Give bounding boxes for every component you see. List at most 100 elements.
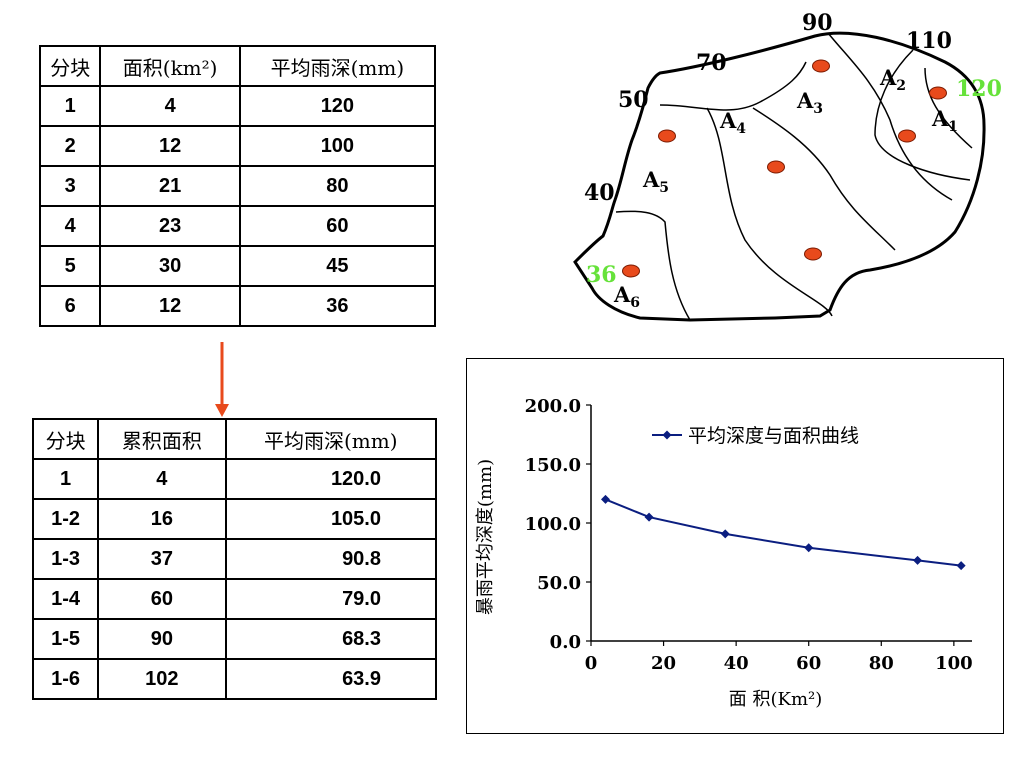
x-tick-label: 20 [651, 653, 676, 674]
y-axis-label: 暴雨平均深度(mm) [475, 459, 496, 615]
isohyet-line [706, 107, 833, 317]
table-cell: 60 [97, 578, 227, 620]
table-cell: 120 [238, 85, 437, 127]
region-label: A5 [642, 167, 669, 196]
table-cell: 36 [238, 285, 437, 327]
table-row: 1 4 120.0 [31, 458, 438, 500]
isohyet-label-highlight: 36 [586, 262, 617, 288]
data-point [804, 543, 814, 553]
column-header: 面积(km²) [99, 45, 241, 87]
table-cell: 1-2 [31, 498, 100, 540]
x-axis-label: 面 积(Km²) [729, 689, 823, 710]
region-label: A1 [931, 106, 958, 135]
isohyet-label: 50 [618, 87, 649, 113]
rain-gauge-station [898, 129, 916, 143]
isohyet-label: 40 [584, 180, 615, 206]
isohyet-line [659, 61, 807, 111]
table-cell: 5 [38, 245, 102, 287]
table-cell: 1-5 [31, 618, 100, 660]
y-tick-label: 200.0 [525, 396, 581, 417]
table-row: 1-2 16 105.0 [31, 498, 438, 540]
table-cell: 100 [238, 125, 437, 167]
column-header: 累积面积 [97, 418, 227, 460]
table-cell: 4 [97, 458, 227, 500]
table-cell: 90 [97, 618, 227, 660]
table-row: 6 12 36 [38, 285, 437, 327]
series-line [605, 498, 962, 567]
isohyet-line [874, 49, 971, 181]
data-point [644, 512, 654, 522]
table-cell: 105.0 [224, 498, 438, 540]
table-row: 2 12 100 [38, 125, 437, 167]
rain-gauge-station [767, 160, 785, 174]
x-tick-label: 80 [869, 653, 894, 674]
table-row: 1-4 60 79.0 [31, 578, 438, 620]
region-label: A2 [879, 65, 906, 94]
table-cell: 12 [99, 285, 241, 327]
table-cell: 30 [99, 245, 241, 287]
isohyet-line [827, 32, 953, 201]
table-cell: 1 [38, 85, 102, 127]
block-area-table: 分块 面积(km²) 平均雨深(mm) 1 4 120 2 12 100 3 2… [38, 45, 437, 327]
isohyet-label: 70 [696, 50, 727, 76]
table-cell: 16 [97, 498, 227, 540]
data-point [601, 494, 611, 504]
table-cell: 68.3 [224, 618, 438, 660]
legend-marker [662, 430, 672, 440]
chart-frame: 0.0 50.0 100.0 150.0 200.0 0 20 40 60 80 100 面 积(Km… [466, 358, 1004, 734]
rain-gauge-station [804, 247, 822, 261]
table-cell: 2 [38, 125, 102, 167]
isohyet-label-highlight: 120 [956, 76, 1002, 102]
rain-gauge-station [622, 264, 640, 278]
table-cell: 1 [31, 458, 100, 500]
x-tick-label: 0 [585, 653, 598, 674]
cumulative-area-table: 分块 累积面积 平均雨深(mm) 1 4 120.0 1-2 16 105.0 … [31, 418, 438, 700]
isohyet-line [615, 210, 691, 321]
region-labels: A1 A2 A3 A4 A5 A6 [613, 65, 958, 311]
table-cell: 4 [38, 205, 102, 247]
rain-gauge-station [658, 129, 676, 143]
y-tick-label: 100.0 [525, 514, 581, 535]
table-cell: 37 [97, 538, 227, 580]
x-tick-label: 40 [724, 653, 749, 674]
region-label: A4 [719, 108, 746, 137]
table-cell: 63.9 [224, 658, 438, 700]
region-label: A6 [613, 282, 640, 311]
data-point [720, 529, 730, 539]
data-point [913, 555, 923, 565]
isohyet-label: 110 [906, 28, 952, 54]
table-cell: 79.0 [224, 578, 438, 620]
y-tick-label: 50.0 [537, 573, 581, 594]
table-cell: 102 [97, 658, 227, 700]
legend-label: 平均深度与面积曲线 [688, 425, 859, 447]
rain-gauge-station [929, 86, 947, 100]
table-row: 3 21 80 [38, 165, 437, 207]
rain-gauge-station [812, 59, 830, 73]
table-cell: 45 [238, 245, 437, 287]
table-cell: 120.0 [224, 458, 438, 500]
region-label: A3 [796, 88, 823, 117]
column-header: 分块 [31, 418, 100, 460]
column-header: 平均雨深(mm) [238, 45, 437, 87]
column-header: 平均雨深(mm) [224, 418, 438, 460]
table-cell: 21 [99, 165, 241, 207]
table-cell: 90.8 [224, 538, 438, 580]
isohyet-line [924, 67, 973, 149]
watershed-boundary [573, 31, 986, 322]
table-row: 5 30 45 [38, 245, 437, 287]
table-cell: 1-4 [31, 578, 100, 620]
table-row: 1-3 37 90.8 [31, 538, 438, 580]
y-tick-label: 0.0 [550, 632, 581, 653]
table-cell: 4 [99, 85, 241, 127]
table-cell: 1-3 [31, 538, 100, 580]
table-cell: 6 [38, 285, 102, 327]
table-cell: 1-6 [31, 658, 100, 700]
table-header-row: 分块 累积面积 平均雨深(mm) [31, 418, 438, 460]
area-depth-chart: 0.0 50.0 100.0 150.0 200.0 0 20 40 60 80 100 面 积(Km… [475, 396, 973, 710]
table-row: 1-6 102 63.9 [31, 658, 438, 700]
table-header-row: 分块 面积(km²) 平均雨深(mm) [38, 45, 437, 87]
isohyet-line [752, 107, 896, 251]
table-row: 4 23 60 [38, 205, 437, 247]
